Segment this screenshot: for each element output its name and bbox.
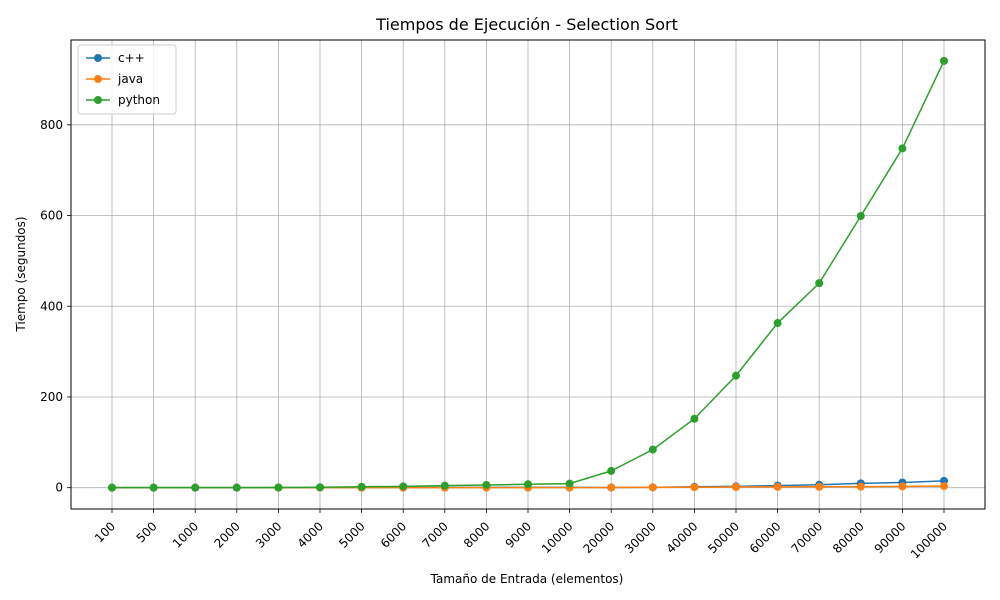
legend-marker xyxy=(94,75,102,83)
legend-item-python: python xyxy=(86,93,160,107)
data-point-python xyxy=(607,466,616,475)
data-point-python xyxy=(232,483,241,492)
legend-label: java xyxy=(117,72,143,86)
data-point-python xyxy=(648,445,657,454)
y-tick-label: 200 xyxy=(40,390,63,404)
legend-box xyxy=(77,44,177,115)
data-point-python xyxy=(524,480,532,489)
data-point-python xyxy=(316,483,324,492)
y-axis-label: Tiempo (segundos) xyxy=(14,216,28,332)
data-point-python xyxy=(815,279,824,288)
data-point-java xyxy=(856,482,865,491)
data-point-java xyxy=(898,482,907,491)
series-python xyxy=(108,56,948,492)
y-tick-label: 400 xyxy=(40,299,63,313)
y-tick-label: 0 xyxy=(55,481,63,495)
data-point-python xyxy=(940,56,948,65)
data-point-python xyxy=(482,480,491,489)
data-point-java xyxy=(815,482,824,491)
data-point-python xyxy=(274,483,283,492)
data-point-python xyxy=(898,144,907,153)
data-point-python xyxy=(856,211,865,220)
data-point-java xyxy=(690,483,699,492)
data-point-java xyxy=(607,483,616,492)
legend-item-java: java xyxy=(86,72,143,86)
data-point-java xyxy=(940,482,948,491)
legend-label: c++ xyxy=(118,51,145,65)
legend: c++ java python xyxy=(77,44,177,115)
data-point-python xyxy=(773,319,782,328)
data-point-python xyxy=(690,414,699,423)
y-tick-label: 800 xyxy=(40,118,63,132)
legend-item-c++: c++ xyxy=(86,51,145,65)
data-point-python xyxy=(108,483,116,492)
y-tick-label: 600 xyxy=(40,209,63,223)
data-point-python xyxy=(191,483,200,492)
data-point-python xyxy=(565,479,574,488)
data-point-python xyxy=(732,371,740,380)
data-point-python xyxy=(440,481,449,490)
data-point-python xyxy=(399,482,408,491)
legend-marker xyxy=(94,54,102,62)
data-point-java xyxy=(773,482,782,491)
chart-title: Tiempos de Ejecución - Selection Sort xyxy=(375,15,678,34)
legend-label: python xyxy=(118,93,160,107)
data-point-java xyxy=(732,483,740,492)
data-point-python xyxy=(357,482,366,491)
plot-series xyxy=(108,56,948,492)
legend-marker xyxy=(94,96,102,104)
data-point-java xyxy=(648,483,657,492)
x-axis-label: Tamaño de Entrada (elementos) xyxy=(430,572,624,586)
data-point-python xyxy=(149,483,158,492)
